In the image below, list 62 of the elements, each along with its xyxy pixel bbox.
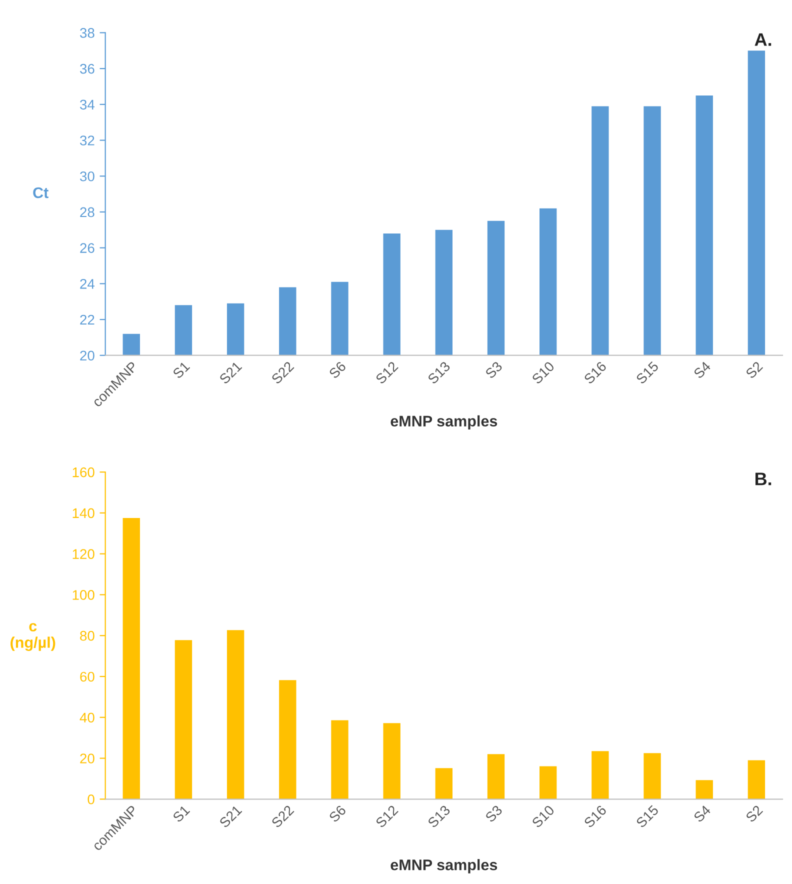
x-tick-label: S12 bbox=[375, 360, 399, 384]
bar bbox=[435, 768, 453, 800]
x-axis-title: eMNP samples bbox=[390, 415, 498, 430]
x-tick-label: S6 bbox=[328, 360, 347, 380]
y-tick-label: 32 bbox=[80, 136, 94, 146]
x-axis-title: eMNP samples bbox=[390, 859, 498, 874]
y-tick-label: 120 bbox=[72, 549, 94, 559]
y-tick-label: 80 bbox=[80, 630, 94, 641]
y-tick-label: 28 bbox=[80, 207, 94, 218]
bar bbox=[122, 518, 140, 800]
bar bbox=[540, 766, 557, 800]
y-tick-label: 36 bbox=[80, 64, 94, 74]
x-tick-label: S4 bbox=[693, 360, 712, 380]
x-tick-label: S3 bbox=[484, 360, 503, 380]
x-tick-label: S22 bbox=[270, 804, 294, 828]
x-tick-label: S4 bbox=[693, 804, 712, 823]
x-tick-label: S10 bbox=[531, 360, 555, 384]
x-tick-label: S3 bbox=[484, 804, 503, 823]
x-tick-label: S13 bbox=[427, 804, 451, 828]
x-tick-label: S21 bbox=[218, 360, 242, 384]
x-tick-label: S2 bbox=[745, 804, 764, 823]
bar bbox=[748, 760, 766, 800]
y-tick-label: 24 bbox=[80, 279, 95, 289]
x-tick-label: S13 bbox=[427, 360, 451, 384]
y-tick-label: 22 bbox=[80, 314, 94, 325]
bar bbox=[487, 754, 505, 800]
x-tick-label: S1 bbox=[172, 804, 190, 823]
annotation: A. bbox=[754, 33, 772, 46]
y-tick-label: 26 bbox=[80, 243, 94, 253]
y-tick-label: 34 bbox=[80, 100, 95, 110]
y-tick-label: 140 bbox=[72, 508, 94, 518]
x-tick-label: S16 bbox=[583, 804, 607, 828]
x-tick-label: S2 bbox=[745, 360, 764, 380]
x-tick-label: S1 bbox=[172, 360, 190, 380]
bar bbox=[331, 720, 348, 800]
y-axis-title: Ct bbox=[33, 187, 48, 198]
x-tick-label: S21 bbox=[218, 804, 242, 828]
bar bbox=[279, 680, 296, 800]
bar bbox=[696, 780, 713, 800]
x-tick-label: S6 bbox=[328, 804, 347, 823]
bar bbox=[592, 751, 609, 800]
bar bbox=[226, 630, 244, 800]
x-tick-label: S15 bbox=[636, 804, 660, 828]
x-tick-label: S10 bbox=[531, 804, 555, 828]
y-tick-label: 20 bbox=[80, 350, 94, 361]
bar bbox=[174, 640, 192, 800]
y-tick-label: 160 bbox=[72, 467, 94, 478]
annotation: B. bbox=[755, 472, 772, 486]
y-tick-label: 40 bbox=[80, 712, 94, 723]
y-tick-label: 38 bbox=[80, 28, 94, 38]
x-tick-label: S12 bbox=[375, 804, 399, 828]
x-tick-label: S15 bbox=[636, 360, 660, 384]
y-tick-label: 60 bbox=[80, 672, 94, 682]
y-tick-label: 0 bbox=[88, 794, 94, 804]
y-tick-label: 20 bbox=[80, 754, 94, 764]
bar bbox=[383, 723, 400, 800]
x-tick-label: S22 bbox=[270, 360, 294, 384]
y-axis-title: c (ng/µl) bbox=[10, 623, 56, 651]
bar bbox=[644, 753, 661, 800]
x-tick-label: S16 bbox=[583, 360, 607, 384]
y-tick-label: 30 bbox=[80, 171, 94, 182]
y-tick-label: 100 bbox=[72, 590, 94, 600]
